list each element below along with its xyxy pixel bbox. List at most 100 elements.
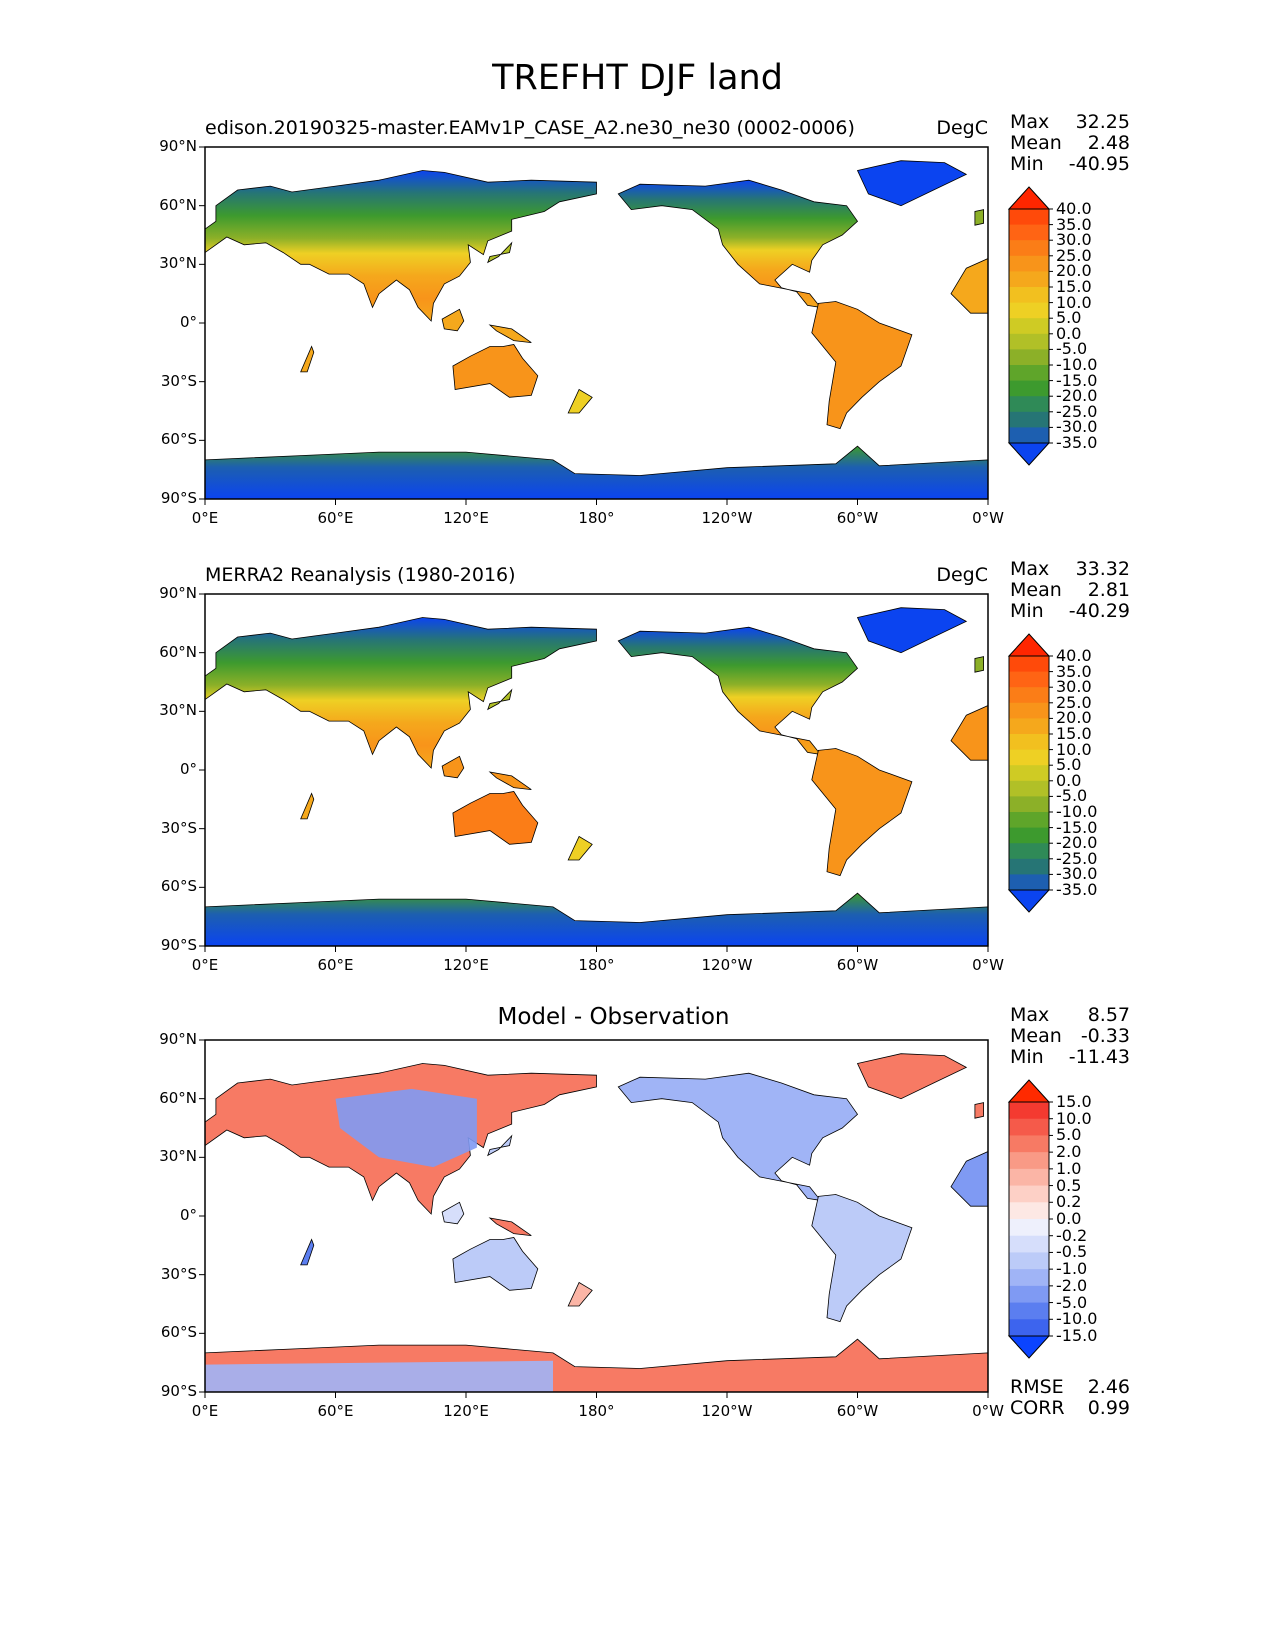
lon-tick-label: 120°W (701, 1402, 753, 1420)
colorbar-segment (1009, 1102, 1049, 1120)
colorbar-segment (1009, 427, 1049, 444)
colorbar-segment (1009, 380, 1049, 397)
colorbar-label: -5.0 (1056, 786, 1088, 806)
colorbar-segment (1009, 1302, 1049, 1320)
colorbar-label: 35.0 (1056, 214, 1092, 234)
stat-value-min: -40.95 (1068, 153, 1130, 175)
lon-tick-label: 180° (578, 956, 615, 974)
landmass-japan (487, 241, 513, 264)
colorbar-label: -35.0 (1056, 880, 1098, 899)
stat-label-min: Min (1010, 600, 1044, 622)
colorbar-label: -15.0 (1056, 817, 1098, 837)
colorbar-label: -30.0 (1056, 864, 1098, 884)
landmass-borneo (441, 308, 465, 332)
lon-tick-label: 60°E (317, 1402, 354, 1420)
lon-tick-label: 120°E (443, 1402, 489, 1420)
colorbar-segment (1009, 656, 1049, 673)
colorbar-extend-bottom (1007, 1335, 1051, 1359)
lat-tick-label: 90°S (160, 936, 197, 954)
stat-label-rmse: RMSE (1010, 1376, 1064, 1398)
colorbar-label: 15.0 (1056, 724, 1092, 743)
landmass-namerica (617, 626, 859, 755)
lon-tick-label: 60°W (836, 1402, 879, 1420)
colorbar-segment (1009, 1319, 1049, 1337)
landmass-samerica (811, 748, 913, 877)
lat-tick-label: 30°S (160, 371, 197, 390)
colorbar-label: 10.0 (1056, 1108, 1092, 1128)
stat-value-min: -11.43 (1068, 1046, 1130, 1068)
lat-tick-label: 60°N (159, 1088, 197, 1107)
stat-value-mean: 2.48 (1087, 132, 1130, 154)
colorbar-segment (1009, 1285, 1049, 1304)
colorbar-segment (1009, 671, 1049, 688)
panel-title-obs: MERRA2 Reanalysis (1980-2016) (205, 564, 516, 586)
lat-tick-label: 90°N (159, 584, 197, 602)
colorbar-segment (1009, 1219, 1049, 1237)
landmass-antarctica (205, 445, 988, 499)
landmass-eurasia (205, 170, 597, 322)
colorbar-label: 0.0 (1056, 323, 1082, 343)
landmass-newguinea (488, 1217, 532, 1236)
map-panel-model (199, 146, 1053, 505)
landmass-madagascar (300, 345, 315, 373)
stat-label-min: Min (1010, 1046, 1044, 1068)
colorbar-segment (1009, 702, 1049, 719)
map-panel-obs (199, 593, 1053, 952)
panel-title-diff: Model - Observation (497, 1004, 730, 1030)
colorbar-label: -35.0 (1056, 433, 1098, 452)
lon-tick-label: 120°E (443, 956, 489, 974)
landmass-madagascar (300, 792, 315, 820)
colorbar-segment (1009, 1118, 1049, 1136)
lat-tick-label: 30°S (160, 1264, 197, 1283)
colorbar-label: -15.0 (1056, 1326, 1098, 1345)
landmass-africa (950, 705, 988, 761)
colorbar-segment (1009, 255, 1049, 272)
landmass-australia (452, 791, 539, 845)
figure-title: TREFHT DJF land (492, 58, 783, 98)
landmass-namerica (617, 1072, 859, 1201)
lat-tick-label: 30°N (159, 701, 197, 720)
colorbar-label: 20.0 (1056, 708, 1092, 728)
colorbar-label: 10.0 (1056, 292, 1092, 312)
lat-tick-label: 90°S (160, 489, 197, 507)
landmass-australia (452, 344, 539, 398)
colorbar-outline (1008, 208, 1050, 444)
colorbar-segment (1009, 687, 1049, 704)
colorbar-label: 2.0 (1056, 1142, 1082, 1162)
lat-tick-label: 0° (179, 760, 197, 778)
map-panel-diff (199, 1039, 1053, 1398)
colorbar-segment (1009, 1185, 1049, 1203)
colorbar-segment (1009, 411, 1049, 428)
colorbar-label: -15.0 (1056, 370, 1098, 390)
panel-units-model: DegC (936, 117, 988, 139)
landmass-japan (487, 688, 513, 711)
lon-tick-label: 0°W (972, 509, 1004, 527)
colorbar-label: -0.2 (1056, 1225, 1088, 1245)
landmass-africa (950, 1151, 988, 1207)
colorbar-label: 0.0 (1056, 1209, 1082, 1228)
colorbar-segment (1009, 396, 1049, 413)
colorbar-label: 15.0 (1056, 1092, 1092, 1111)
colorbar-label: -0.5 (1056, 1242, 1088, 1262)
colorbar-segment (1009, 224, 1049, 241)
lon-tick-label: 0°E (191, 1402, 219, 1420)
lon-tick-label: 0°W (972, 1402, 1004, 1420)
stat-value-max: 32.25 (1075, 111, 1130, 133)
stat-value-min: -40.29 (1068, 600, 1130, 622)
stat-value-mean: -0.33 (1080, 1025, 1130, 1047)
lat-tick-label: 90°N (159, 137, 197, 155)
colorbar-label: 0.5 (1056, 1175, 1082, 1195)
colorbar-segment (1009, 1168, 1049, 1187)
landmass-uk (974, 1102, 984, 1119)
colorbar-segment (1009, 1202, 1049, 1220)
stat-value-corr: 0.99 (1087, 1397, 1130, 1419)
lon-tick-label: 60°E (317, 509, 354, 527)
colorbar-label: -1.0 (1056, 1259, 1088, 1279)
landmass-eurasia (205, 617, 597, 769)
colorbar-segment (1009, 1269, 1049, 1287)
lon-tick-label: 120°W (701, 956, 753, 974)
landmass-greenland (856, 607, 968, 654)
colorbar-model (1007, 186, 1053, 466)
colorbar-label: -30.0 (1056, 417, 1098, 437)
landmass-antarctica (205, 892, 988, 946)
